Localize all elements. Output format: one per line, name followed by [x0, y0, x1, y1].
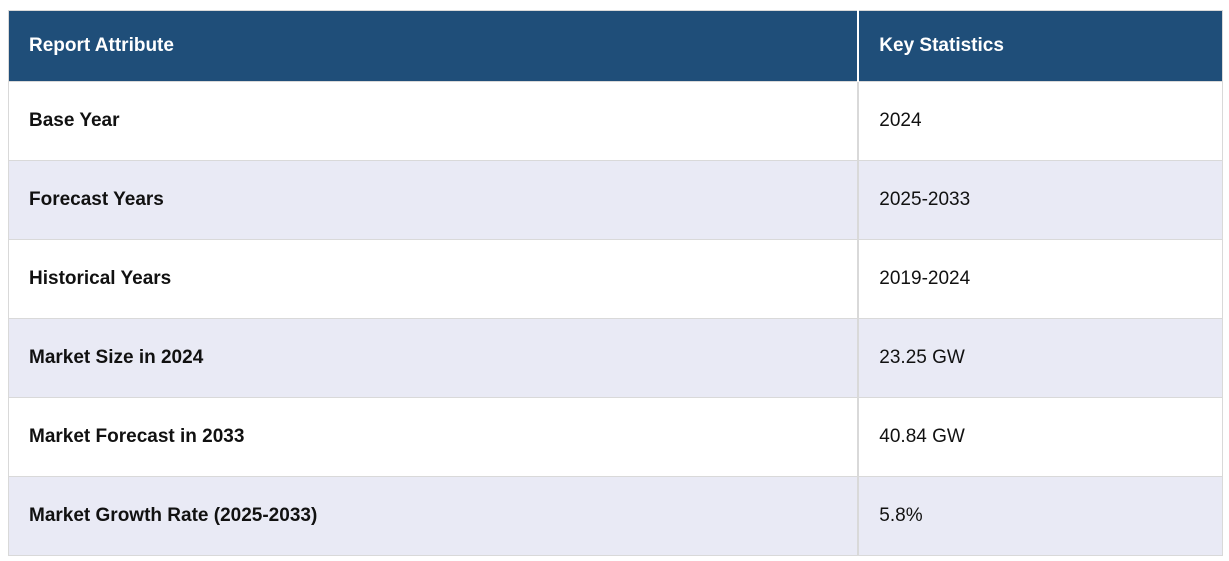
attribute-cell: Market Forecast in 2033	[8, 397, 860, 477]
attribute-cell: Market Size in 2024	[8, 318, 860, 398]
table-row: Base Year 2024	[8, 81, 1224, 161]
table-row: Market Forecast in 2033 40.84 GW	[8, 397, 1224, 477]
value-cell: 5.8%	[857, 476, 1224, 556]
table-row: Forecast Years 2025-2033	[8, 160, 1224, 240]
attribute-cell: Historical Years	[8, 239, 860, 319]
attribute-cell: Market Growth Rate (2025-2033)	[8, 476, 860, 556]
table-row: Historical Years 2019-2024	[8, 239, 1224, 319]
value-cell: 40.84 GW	[857, 397, 1224, 477]
value-cell: 2024	[857, 81, 1224, 161]
table-header-row: Report Attribute Key Statistics	[8, 10, 1224, 82]
value-cell: 2025-2033	[857, 160, 1224, 240]
attribute-cell: Base Year	[8, 81, 860, 161]
attribute-cell: Forecast Years	[8, 160, 860, 240]
column-header-key-statistics: Key Statistics	[857, 10, 1224, 82]
table-row: Market Size in 2024 23.25 GW	[8, 318, 1224, 398]
column-header-report-attribute: Report Attribute	[8, 10, 860, 82]
report-statistics-table-container: Report Attribute Key Statistics Base Yea…	[8, 10, 1224, 556]
table-row: Market Growth Rate (2025-2033) 5.8%	[8, 476, 1224, 556]
value-cell: 23.25 GW	[857, 318, 1224, 398]
value-cell: 2019-2024	[857, 239, 1224, 319]
report-statistics-table: Report Attribute Key Statistics Base Yea…	[8, 10, 1224, 556]
